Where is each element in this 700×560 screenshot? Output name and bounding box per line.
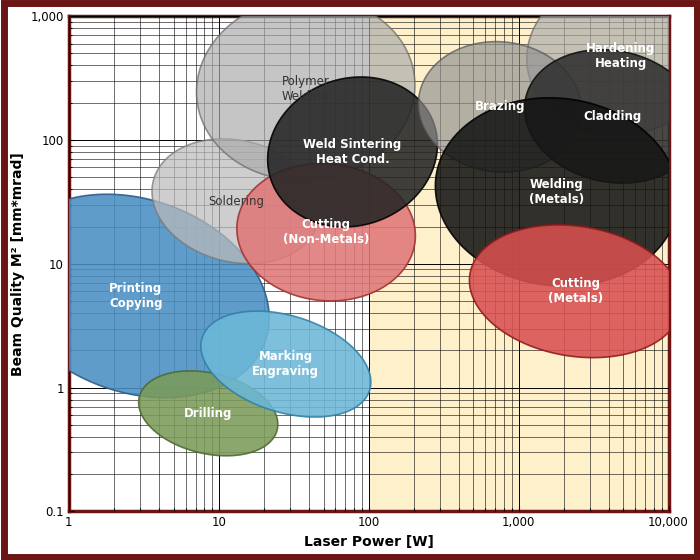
Text: Cladding: Cladding — [583, 110, 641, 123]
Text: Polymer
Welding: Polymer Welding — [282, 74, 330, 102]
Polygon shape — [267, 77, 438, 227]
Polygon shape — [3, 194, 270, 398]
Text: Drilling: Drilling — [184, 407, 232, 420]
Polygon shape — [435, 98, 678, 286]
Polygon shape — [524, 50, 699, 183]
Polygon shape — [237, 164, 415, 301]
Polygon shape — [527, 0, 700, 136]
Bar — [369, 16, 668, 511]
X-axis label: Laser Power [W]: Laser Power [W] — [304, 535, 433, 549]
Text: Soldering: Soldering — [208, 195, 264, 208]
Polygon shape — [152, 139, 320, 264]
Polygon shape — [139, 371, 278, 456]
Text: Cutting
(Non-Metals): Cutting (Non-Metals) — [283, 218, 370, 246]
Polygon shape — [197, 0, 415, 180]
Polygon shape — [201, 311, 371, 417]
Text: Printing
Copying: Printing Copying — [109, 282, 162, 310]
Polygon shape — [419, 41, 582, 172]
Text: Brazing: Brazing — [475, 100, 525, 113]
Bar — [69, 16, 369, 511]
Y-axis label: Beam Quality M² [mm*mrad]: Beam Quality M² [mm*mrad] — [11, 152, 25, 376]
Polygon shape — [470, 225, 682, 358]
Text: Welding
(Metals): Welding (Metals) — [529, 178, 584, 206]
Text: Weld Sintering
Heat Cond.: Weld Sintering Heat Cond. — [303, 138, 402, 166]
Text: Marking
Engraving: Marking Engraving — [252, 350, 319, 378]
Text: Cutting
(Metals): Cutting (Metals) — [548, 277, 603, 305]
Text: Hardening
Heating: Hardening Heating — [586, 41, 655, 69]
